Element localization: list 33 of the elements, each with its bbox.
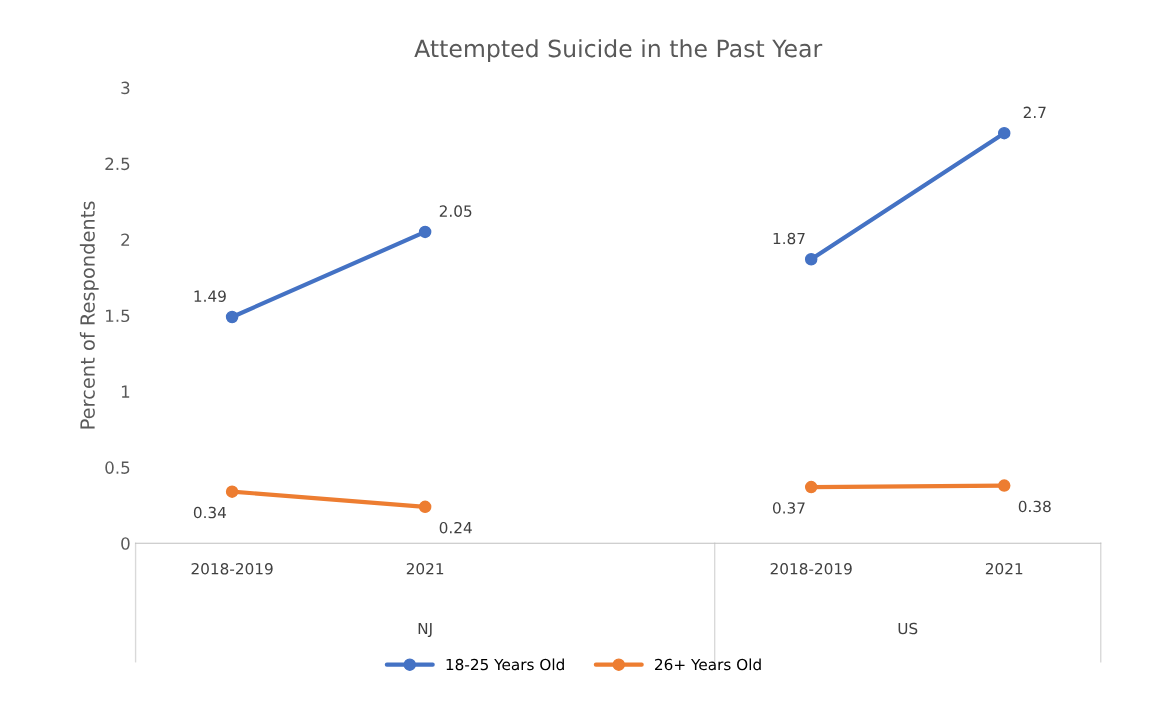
text: US	[898, 622, 918, 635]
point	[225, 310, 239, 324]
data-label: 1.87	[773, 232, 805, 245]
chart-title: Attempted Suicide in the Past Year	[414, 39, 823, 62]
x-tick-label: 2018-2019	[770, 562, 852, 575]
data-label: 0.38	[1018, 500, 1051, 513]
point	[418, 500, 432, 514]
y-tick-label: 0	[121, 537, 130, 550]
data-label: 1.49	[194, 290, 226, 302]
point	[804, 253, 818, 266]
y-tick-label: 3	[121, 81, 130, 95]
x-tick-label: 2021	[406, 562, 444, 575]
legend-label: 18-25 Years Old	[446, 658, 564, 671]
y-tick-label: 0.5	[105, 461, 130, 474]
legend-label: 26+ Years Old	[655, 658, 761, 671]
y-tick-label: 2	[121, 233, 130, 246]
data-label: 2.7	[1023, 106, 1046, 118]
point	[418, 225, 432, 239]
y-axis-title: Percent of Respondents	[79, 201, 99, 429]
data-label: 0.37	[772, 502, 805, 514]
y-tick-label: 1.5	[106, 309, 130, 323]
point	[225, 485, 239, 498]
point	[804, 480, 818, 494]
x-tick-label: 2018-2019	[191, 562, 273, 575]
y-tick-label: 2.5	[105, 157, 130, 171]
data-label: 0.24	[439, 521, 472, 534]
data-label: 2.05	[439, 205, 472, 217]
data-label: 0.34	[193, 506, 227, 519]
y-tick-label: 1	[121, 385, 130, 398]
point	[997, 479, 1011, 492]
point	[997, 126, 1011, 140]
x-tick-label: 2021	[985, 562, 1023, 575]
text: NJ	[418, 622, 432, 638]
